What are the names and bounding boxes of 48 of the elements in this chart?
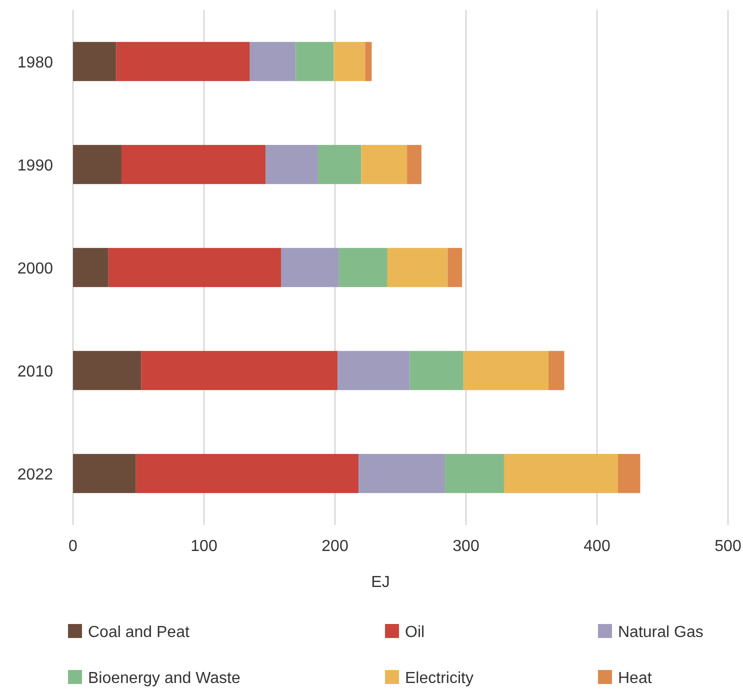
bar bbox=[365, 42, 372, 82]
x-tick-label: 100 bbox=[190, 538, 218, 555]
bar bbox=[338, 350, 410, 390]
bar bbox=[116, 42, 250, 82]
bar bbox=[448, 248, 462, 288]
legend-label: Bioenergy and Waste bbox=[88, 670, 240, 687]
bar bbox=[463, 350, 549, 390]
x-tick-label: 0 bbox=[68, 538, 78, 555]
bar bbox=[73, 42, 116, 82]
bar bbox=[281, 248, 339, 288]
bar bbox=[108, 248, 282, 288]
legend-label: Oil bbox=[405, 624, 425, 641]
bar bbox=[407, 144, 422, 184]
bar bbox=[618, 454, 640, 494]
bar bbox=[73, 144, 122, 184]
bar bbox=[358, 454, 446, 494]
legend-label: Electricity bbox=[405, 670, 474, 687]
bar bbox=[410, 350, 464, 390]
bar bbox=[338, 248, 388, 288]
y-tick-label: 1980 bbox=[17, 54, 54, 72]
bar bbox=[73, 248, 108, 288]
bar bbox=[266, 144, 318, 184]
x-tick-label: 200 bbox=[322, 538, 348, 555]
bar bbox=[548, 350, 564, 390]
bar bbox=[318, 144, 362, 184]
x-axis-title: EJ bbox=[371, 574, 390, 591]
bar bbox=[250, 42, 296, 82]
bar bbox=[141, 350, 338, 390]
bar bbox=[73, 350, 142, 390]
legend-label: Coal and Peat bbox=[88, 624, 190, 641]
bar bbox=[136, 454, 359, 494]
bar bbox=[504, 454, 618, 494]
bar bbox=[361, 144, 408, 184]
bar bbox=[445, 454, 504, 494]
y-tick-label: 1990 bbox=[17, 158, 54, 174]
bar bbox=[73, 454, 136, 494]
x-tick-label: 500 bbox=[714, 538, 742, 555]
y-tick-label: 2000 bbox=[17, 260, 54, 278]
bar bbox=[296, 42, 334, 82]
bar bbox=[334, 42, 366, 82]
x-tick-label: 300 bbox=[452, 538, 480, 555]
bar bbox=[121, 144, 266, 184]
x-tick-label: 400 bbox=[584, 538, 610, 555]
y-tick-label: 2010 bbox=[17, 364, 54, 380]
y-tick-label: 2022 bbox=[17, 466, 54, 484]
legend-label: Heat bbox=[618, 670, 652, 687]
bar bbox=[387, 248, 448, 288]
legend-label: Natural Gas bbox=[618, 624, 704, 641]
